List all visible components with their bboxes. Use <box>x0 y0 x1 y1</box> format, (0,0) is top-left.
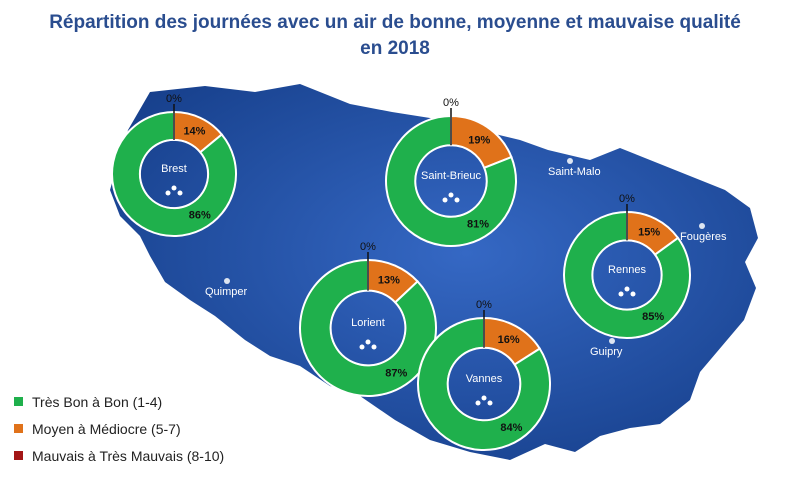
legend-label: Moyen à Médiocre (5-7) <box>32 420 181 437</box>
city-marker-icon <box>618 291 624 297</box>
city-marker-icon <box>365 339 371 345</box>
data-label-medium: 14% <box>183 126 205 138</box>
map-label-saint-malo: Saint-Malo <box>548 158 601 178</box>
data-label-medium: 19% <box>468 134 490 146</box>
legend-swatch <box>14 424 23 433</box>
chart-title: Répartition des journées avec un air de … <box>0 10 790 62</box>
data-label-bad: 0% <box>476 299 492 311</box>
city-marker-icon <box>487 400 493 406</box>
data-label-medium: 15% <box>638 226 660 238</box>
legend-item-2: Moyen à Médiocre (5-7) <box>14 415 224 442</box>
data-label-bad: 0% <box>443 97 459 109</box>
city-marker-icon <box>481 395 487 401</box>
data-label-good: 85% <box>642 311 664 323</box>
city-marker-icon <box>165 190 171 196</box>
city-marker-icon <box>359 344 365 350</box>
city-marker-icon <box>224 278 230 284</box>
city-name: Brest <box>161 163 187 175</box>
city-marker-icon <box>475 400 481 406</box>
city-marker-icon <box>609 338 615 344</box>
city-marker-icon <box>699 223 705 229</box>
legend: Très Bon à Bon (1-4) Moyen à Médiocre (5-… <box>14 388 224 469</box>
donut-saint-brieuc: 0% 19% 81% Saint-Brieuc <box>385 97 517 247</box>
city-name: Lorient <box>351 317 385 329</box>
city-marker-icon <box>171 185 177 191</box>
map-label-text: Quimper <box>205 286 248 298</box>
title-line-2: en 2018 <box>360 38 430 59</box>
donut-vannes: 0% 16% 84% Vannes <box>417 299 551 451</box>
data-label-bad: 0% <box>619 193 635 205</box>
map-label-fougeres: Fougères <box>680 223 727 243</box>
city-marker-icon <box>567 158 573 164</box>
legend-swatch <box>14 451 23 460</box>
donut-rennes: 0% 15% 85% Rennes <box>563 193 691 339</box>
donut-lorient: 0% 13% 87% Lorient <box>299 241 437 397</box>
city-marker-icon <box>448 192 454 198</box>
data-label-medium: 13% <box>378 275 400 287</box>
data-label-good: 84% <box>500 422 522 434</box>
legend-label: Très Bon à Bon (1-4) <box>32 393 163 410</box>
map-label-text: Fougères <box>680 231 727 243</box>
city-marker-icon <box>630 291 636 297</box>
legend-item-1: Très Bon à Bon (1-4) <box>14 388 224 415</box>
data-label-medium: 16% <box>498 334 520 346</box>
data-label-good: 87% <box>385 367 407 379</box>
legend-label: Mauvais à Très Mauvais (8-10) <box>32 447 225 464</box>
title-line-1: Répartition des journées avec un air de … <box>49 12 741 33</box>
brittany-map <box>110 84 758 460</box>
city-marker-icon <box>454 197 460 203</box>
data-label-good: 81% <box>467 219 489 231</box>
city-name: Vannes <box>466 373 503 385</box>
city-marker-icon <box>442 197 448 203</box>
map-label-text: Saint-Malo <box>548 166 601 178</box>
map-label-guipry: Guipry <box>590 338 623 358</box>
legend-item-3: Mauvais à Très Mauvais (8-10) <box>14 442 224 469</box>
donut-brest: 0% 14% 86% Brest <box>111 93 237 237</box>
city-name: Rennes <box>608 264 646 276</box>
data-label-good: 86% <box>189 210 211 222</box>
legend-swatch <box>14 397 23 406</box>
data-label-bad: 0% <box>166 93 182 105</box>
city-name: Saint-Brieuc <box>421 170 481 182</box>
city-marker-icon <box>177 190 183 196</box>
data-label-bad: 0% <box>360 241 376 253</box>
city-marker-icon <box>371 344 377 350</box>
map-label-text: Guipry <box>590 346 623 358</box>
map-label-quimper: Quimper <box>205 278 248 298</box>
city-marker-icon <box>624 286 630 292</box>
